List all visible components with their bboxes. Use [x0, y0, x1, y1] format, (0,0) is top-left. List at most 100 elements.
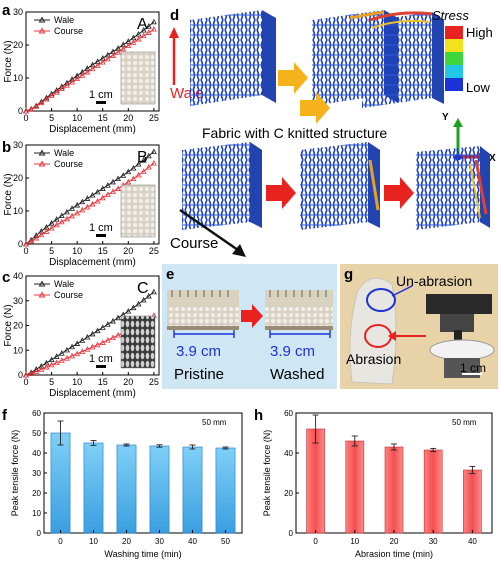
data-point-wale	[38, 362, 45, 369]
x-tick-label: 20	[123, 246, 133, 256]
data-point-course	[28, 106, 35, 112]
data-point-course	[58, 357, 65, 363]
data-point-course	[84, 68, 91, 75]
fabric-caption: Fabric with C knitted structure	[202, 125, 387, 141]
panel-letter-a: a	[2, 2, 11, 19]
data-point-wale	[130, 164, 137, 171]
data-point-course	[63, 82, 70, 88]
data-point-wale	[84, 195, 91, 201]
pristine-photo	[167, 290, 239, 330]
bar-10	[83, 442, 104, 534]
y-tick-label: 30	[13, 140, 23, 150]
y-tick-label: 30	[13, 296, 23, 306]
legend-label-course: Course	[54, 159, 83, 169]
data-point-course	[74, 350, 81, 357]
x-tick-label: 0	[313, 537, 318, 546]
pristine-width: 3.9 cm	[176, 343, 221, 360]
x-tick-label: 5	[49, 113, 54, 123]
y-tick-label: 0	[289, 529, 294, 538]
data-point-course	[125, 42, 132, 49]
data-point-wale	[89, 192, 96, 198]
data-point-course	[89, 65, 96, 72]
x-tick-label: 15	[98, 377, 108, 387]
data-point-course	[99, 339, 106, 345]
data-point-wale	[79, 198, 86, 205]
data-point-course	[48, 225, 55, 231]
data-point-wale	[120, 172, 127, 178]
data-point-wale	[43, 94, 50, 101]
data-point-wale	[79, 337, 86, 343]
data-point-course	[48, 92, 55, 98]
panel-letter-c: c	[2, 269, 10, 286]
x-tick-label: 25	[149, 113, 159, 123]
x-tick-label: 40	[188, 537, 197, 546]
data-point-course	[58, 218, 65, 225]
y-tick-label: 40	[13, 271, 23, 281]
x-tick-label: 10	[72, 113, 82, 123]
data-point-course	[28, 238, 35, 244]
y-axis-label: Force (N)	[3, 304, 14, 346]
data-point-course	[99, 59, 106, 65]
stress-high: High	[466, 25, 493, 40]
data-point-wale	[145, 23, 152, 29]
data-point-course	[115, 185, 122, 191]
data-point-wale	[135, 160, 142, 167]
bar-40	[463, 469, 482, 534]
y-tick-label: 20	[13, 321, 23, 331]
plot-frame	[43, 412, 243, 534]
wale-arrow-head	[169, 27, 179, 38]
data-point-course	[84, 346, 91, 352]
data-point-course	[33, 368, 40, 374]
panel-letter-h: h	[254, 407, 263, 424]
data-point-wale	[63, 346, 70, 353]
data-point-wale	[63, 208, 70, 215]
bar-30	[149, 445, 170, 534]
data-point-course	[53, 359, 60, 366]
bar-20	[384, 446, 404, 534]
data-point-course	[69, 78, 76, 85]
bar-0	[306, 428, 325, 534]
panel-g: g Un-abrasion Abrasion 1 cm	[340, 264, 498, 389]
data-point-course	[115, 49, 122, 55]
bar-20	[116, 444, 137, 534]
legend-label-wale: Wale	[54, 148, 74, 158]
panel-a: 0 5 10 15 20 25 0 10 20 30 Displacement (mm) Force …	[3, 7, 160, 135]
x-axis-label: Washing time (min)	[104, 549, 181, 559]
x-tick-label: 30	[429, 537, 438, 546]
data-point-course	[79, 206, 86, 213]
data-point-course	[130, 39, 137, 45]
data-point-wale	[53, 353, 60, 359]
x-tick-label: 0	[58, 537, 63, 546]
fabric-course-1	[182, 142, 262, 230]
unabrasion-label: Un-abrasion	[396, 273, 472, 289]
data-point-wale	[140, 157, 147, 163]
x-axis-label: Displacement (mm)	[49, 124, 136, 135]
data-point-course	[43, 363, 50, 370]
data-point-course	[140, 168, 147, 174]
fabric-inset-photo	[120, 184, 156, 238]
data-point-course	[94, 341, 101, 348]
data-point-course	[125, 178, 132, 185]
x-tick-label: 50	[221, 537, 230, 546]
x-tick-label: 40	[468, 537, 477, 546]
length-note: 50 mm	[202, 418, 227, 427]
scale-label: 1 cm	[89, 222, 113, 234]
data-point-course	[43, 228, 50, 234]
x-tick-label: 10	[72, 246, 82, 256]
data-point-course	[109, 52, 116, 58]
x-tick-label: 0	[23, 246, 28, 256]
data-point-course	[53, 89, 60, 95]
scale-bar	[96, 234, 106, 237]
legend-marker-wale	[38, 149, 46, 156]
legend-label-wale: Wale	[54, 15, 74, 25]
data-point-wale	[99, 324, 106, 330]
x-tick-label: 10	[72, 377, 82, 387]
panel-h: 0 20 40 60 0 10 20 30 40 Abrasion time (min) Peak …	[262, 409, 493, 559]
axis-x-label: X	[489, 153, 496, 164]
data-point-course	[38, 366, 45, 372]
data-point-wale	[89, 330, 96, 337]
data-point-course	[69, 212, 76, 219]
data-point-wale	[135, 300, 142, 307]
x-tick-label: 20	[122, 537, 131, 546]
data-point-course	[28, 370, 35, 376]
